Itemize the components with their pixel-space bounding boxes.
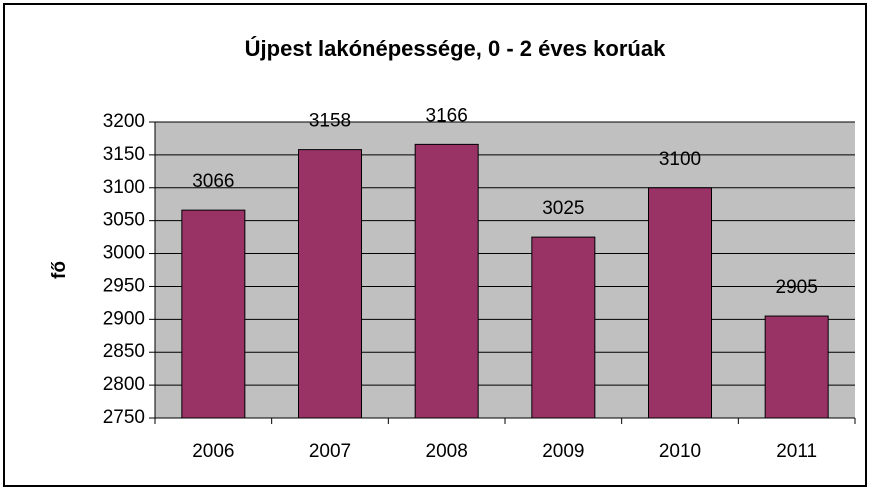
y-tick-label: 2800 xyxy=(103,374,145,395)
x-tick-label: 2009 xyxy=(542,441,584,462)
bar xyxy=(414,143,479,419)
y-tick-label: 2750 xyxy=(103,407,145,428)
data-label: 3066 xyxy=(192,171,234,192)
chart-title: Újpest lakónépessége, 0 - 2 éves korúak xyxy=(245,36,666,61)
x-tick-label: 2010 xyxy=(659,441,701,462)
y-tick-label: 2900 xyxy=(103,308,145,329)
bar xyxy=(181,209,246,419)
y-tick-label: 3100 xyxy=(103,177,145,198)
bar xyxy=(648,187,712,419)
data-label: 3025 xyxy=(542,198,584,219)
y-axis-label: fő xyxy=(49,261,70,279)
x-tick-label: 2011 xyxy=(776,441,817,462)
y-tick-label: 3000 xyxy=(103,243,145,264)
x-tick-label: 2007 xyxy=(309,441,351,462)
x-tick-label: 2008 xyxy=(426,441,468,462)
bar xyxy=(531,236,596,419)
plot-area xyxy=(155,122,855,418)
data-label: 3166 xyxy=(426,105,468,126)
data-label: 3100 xyxy=(659,149,701,170)
x-tick-label: 2006 xyxy=(192,441,234,462)
y-tick-label: 2850 xyxy=(103,341,145,362)
y-tick-label: 3200 xyxy=(103,111,145,132)
data-label: 3158 xyxy=(309,111,351,132)
y-tick-label: 3150 xyxy=(103,144,145,165)
bar xyxy=(764,315,829,419)
y-tick-label: 2950 xyxy=(103,275,145,296)
y-tick-label: 3050 xyxy=(103,210,145,231)
bar xyxy=(298,149,362,419)
data-label: 2905 xyxy=(776,277,818,298)
